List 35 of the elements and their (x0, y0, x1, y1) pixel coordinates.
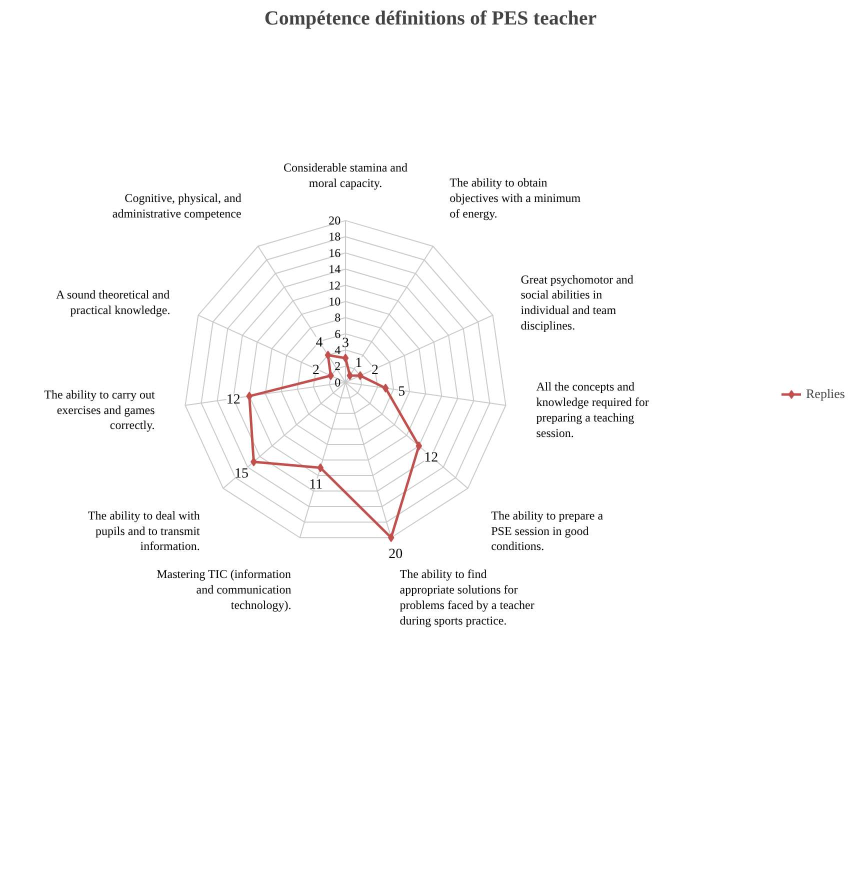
data-label: 2 (371, 362, 378, 378)
y-tick-label: 0 (334, 375, 341, 390)
spoke-label: The ability to prepare a PSE session in good conditions. (491, 508, 604, 554)
y-tick-label: 14 (328, 262, 341, 276)
data-label: 2 (312, 362, 320, 378)
y-tick-label: 8 (334, 310, 341, 325)
data-label: 5 (398, 384, 406, 400)
data-label: 11 (309, 477, 323, 492)
spoke-label: A sound theoretical and practical knowledge. (56, 288, 170, 318)
spoke-label: The ability to obtain objectives with a minimum of energy. (450, 176, 582, 220)
data-label: 15 (234, 466, 248, 482)
spoke-label: The ability to carry out exercises and games correctly. (44, 387, 156, 432)
y-tick-label: 12 (328, 278, 341, 292)
spoke-label: Great psychomotor and social abilities in individual and team disciplines. (520, 272, 634, 332)
data-label: 1 (355, 356, 362, 371)
chart-title: Compétence définitions of PES teacher (264, 8, 597, 30)
data-label: 12 (226, 392, 240, 408)
data-label: 3 (342, 336, 349, 351)
data-label: 12 (424, 450, 438, 466)
spoke-label: Mastering TIC (information and communication technology). (156, 567, 292, 612)
spoke-label: Cognitive, physical, and administrative competence (112, 190, 242, 220)
spoke-label: Considerable stamina and moral capacity. (284, 160, 408, 190)
y-tick-label: 4 (334, 343, 341, 358)
data-label: 4 (316, 336, 323, 351)
spoke-label: The ability to find appropriate solutions for problems faced by a teacher during sports practice. (400, 567, 534, 628)
spoke-label: The ability to deal with pupils and to transmit information. (88, 508, 201, 554)
y-tick-label: 2 (334, 359, 341, 374)
spoke-label: All the concepts and knowledge required for preparing a teaching session. (536, 380, 649, 440)
legend-label: Replies (806, 386, 845, 402)
y-tick-label: 20 (328, 214, 341, 228)
y-tick-label: 18 (328, 230, 341, 244)
y-tick-label: 16 (328, 246, 341, 260)
y-tick-label: 6 (334, 326, 341, 341)
y-tick-label: 10 (328, 294, 341, 308)
data-label: 20 (388, 547, 403, 562)
